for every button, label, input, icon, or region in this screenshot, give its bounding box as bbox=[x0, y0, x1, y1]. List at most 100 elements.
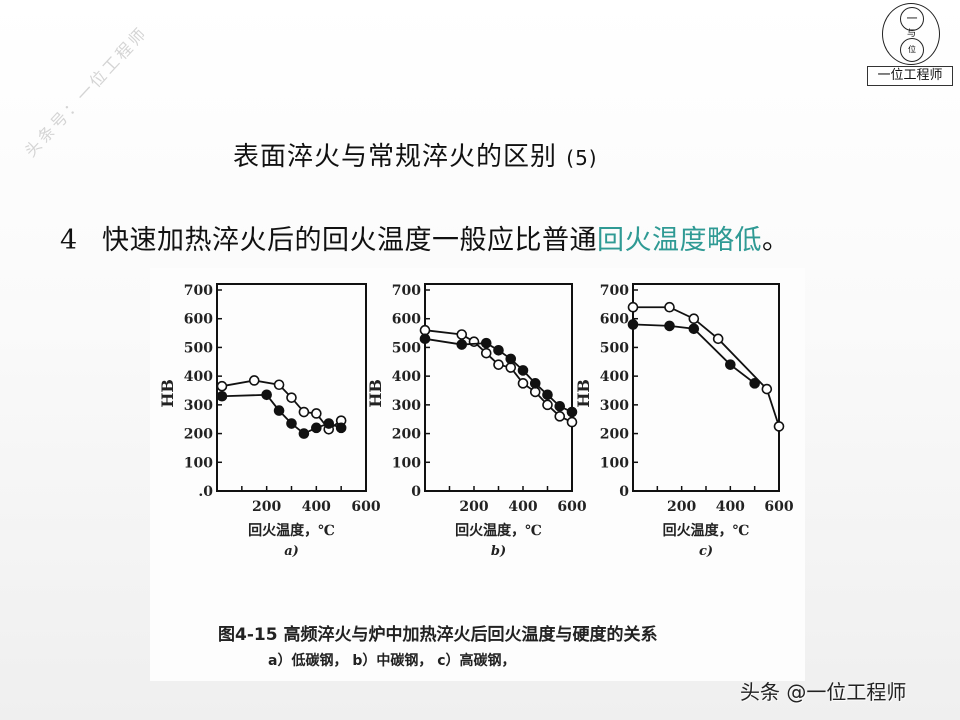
panel-label: c) bbox=[699, 544, 713, 559]
plot-frame bbox=[216, 283, 367, 492]
panel-label: a) bbox=[284, 544, 299, 559]
data-point bbox=[664, 301, 675, 313]
series-line bbox=[424, 337, 573, 413]
y-tick-label: 200 bbox=[184, 427, 213, 443]
data-point bbox=[248, 375, 260, 386]
y-tick-label: 300 bbox=[184, 398, 213, 414]
y-tick-label: 200 bbox=[600, 427, 629, 443]
x-tick-label: 200 bbox=[252, 499, 281, 515]
y-tick-label: 400 bbox=[600, 369, 629, 385]
point-end: 。 bbox=[762, 225, 790, 256]
watermark-text: 头条号：一位工程师 bbox=[20, 22, 152, 161]
point-text: 快速加热淬火后的回火温度一般应比普通 bbox=[102, 225, 597, 256]
data-point bbox=[566, 406, 578, 418]
charts-svg: .0 100 200 300 400 500 600 700 200 400 600 HB 回火温度，℃… bbox=[158, 283, 794, 669]
data-point bbox=[688, 313, 700, 325]
x-axis-label: 回火温度，℃ bbox=[455, 522, 542, 539]
y-tick-label: .0 bbox=[198, 484, 213, 500]
data-point bbox=[529, 386, 541, 398]
y-tick-label: 100 bbox=[600, 455, 629, 471]
data-point bbox=[480, 347, 492, 359]
data-point bbox=[542, 389, 553, 401]
x-axis-label: 回火温度，℃ bbox=[248, 522, 335, 539]
y-tick-label: 600 bbox=[392, 312, 421, 328]
slide-title-suffix: (5) bbox=[566, 146, 598, 170]
data-point bbox=[419, 324, 431, 336]
data-point bbox=[517, 378, 529, 389]
y-tick-label: 0 bbox=[411, 484, 421, 500]
x-tick-label: 200 bbox=[667, 499, 696, 515]
data-point bbox=[286, 418, 297, 429]
data-point bbox=[298, 428, 310, 439]
data-point bbox=[216, 390, 228, 402]
data-point bbox=[566, 416, 578, 428]
data-point bbox=[311, 422, 322, 434]
data-point bbox=[419, 333, 431, 345]
logo-bottom-circle: 位 bbox=[900, 38, 924, 62]
y-tick-label: 400 bbox=[184, 369, 213, 385]
data-point bbox=[773, 421, 785, 432]
x-tick-label: 400 bbox=[508, 499, 537, 515]
logo-label: 一位工程师 bbox=[867, 66, 953, 86]
data-point bbox=[627, 301, 639, 313]
y-tick-label: 700 bbox=[392, 283, 421, 299]
data-point bbox=[554, 411, 566, 422]
data-point bbox=[273, 405, 285, 416]
data-point bbox=[529, 378, 541, 389]
bullet-point: 4 快速加热淬火后的回火温度一般应比普通回火温度略低。 bbox=[60, 218, 790, 257]
slide-title: 表面淬火与常规淬火的区别 (5) bbox=[233, 136, 598, 173]
y-tick-label: 300 bbox=[392, 398, 421, 414]
data-point bbox=[505, 353, 517, 365]
data-point bbox=[749, 378, 760, 389]
point-number: 4 bbox=[60, 225, 78, 256]
data-point bbox=[554, 400, 566, 412]
logo-circle-icon: 一 与 位 bbox=[882, 3, 940, 65]
data-point bbox=[216, 380, 228, 392]
data-point bbox=[456, 329, 468, 340]
x-tick-label: 600 bbox=[351, 499, 380, 515]
data-point bbox=[542, 399, 553, 411]
y-tick-label: 500 bbox=[184, 340, 213, 356]
x-tick-label: 400 bbox=[716, 499, 745, 515]
data-point bbox=[273, 379, 285, 391]
data-point bbox=[517, 365, 529, 376]
x-tick-label: 600 bbox=[557, 499, 586, 515]
y-tick-label: 0 bbox=[619, 484, 629, 500]
y-tick-label: 700 bbox=[184, 283, 213, 299]
data-point bbox=[712, 333, 724, 345]
y-tick-label: 300 bbox=[600, 398, 629, 414]
data-point bbox=[505, 362, 517, 373]
data-point bbox=[627, 319, 639, 330]
data-point bbox=[664, 320, 675, 332]
y-tick-label: 500 bbox=[600, 340, 629, 356]
y-tick-label: 600 bbox=[600, 312, 629, 328]
data-point bbox=[311, 408, 322, 419]
y-tick-label: 400 bbox=[392, 369, 421, 385]
logo-top-circle: 一 bbox=[900, 7, 924, 31]
y-axis-label: HB bbox=[574, 379, 593, 408]
data-point bbox=[323, 418, 335, 429]
data-point bbox=[261, 389, 272, 401]
data-point bbox=[688, 323, 700, 335]
y-tick-label: 200 bbox=[392, 427, 421, 443]
data-point bbox=[725, 359, 736, 370]
data-point bbox=[493, 345, 504, 356]
data-point bbox=[480, 337, 492, 349]
data-point bbox=[456, 339, 468, 350]
data-point bbox=[761, 383, 773, 395]
series-line bbox=[633, 306, 780, 427]
y-tick-label: 700 bbox=[600, 283, 629, 299]
footer-attribution: 头条 @一位工程师 bbox=[740, 680, 907, 704]
logo-middle-char: 与 bbox=[907, 29, 917, 39]
author-logo: 一 与 位 一位工程师 bbox=[863, 2, 955, 88]
slide-title-text: 表面淬火与常规淬火的区别 bbox=[233, 142, 558, 172]
x-tick-label: 600 bbox=[764, 499, 793, 515]
figure-caption: 图4-15 高频淬火与炉中加热淬火后回火温度与硬度的关系 bbox=[218, 624, 657, 645]
point-highlight: 回火温度略低 bbox=[597, 225, 762, 256]
x-tick-label: 400 bbox=[302, 499, 331, 515]
y-tick-label: 100 bbox=[392, 455, 421, 471]
figure-scan: .0 100 200 300 400 500 600 700 200 400 600 HB 回火温度，℃… bbox=[150, 268, 805, 681]
data-point bbox=[298, 406, 310, 418]
y-tick-label: 600 bbox=[184, 312, 213, 328]
panel-label: b) bbox=[491, 544, 506, 559]
